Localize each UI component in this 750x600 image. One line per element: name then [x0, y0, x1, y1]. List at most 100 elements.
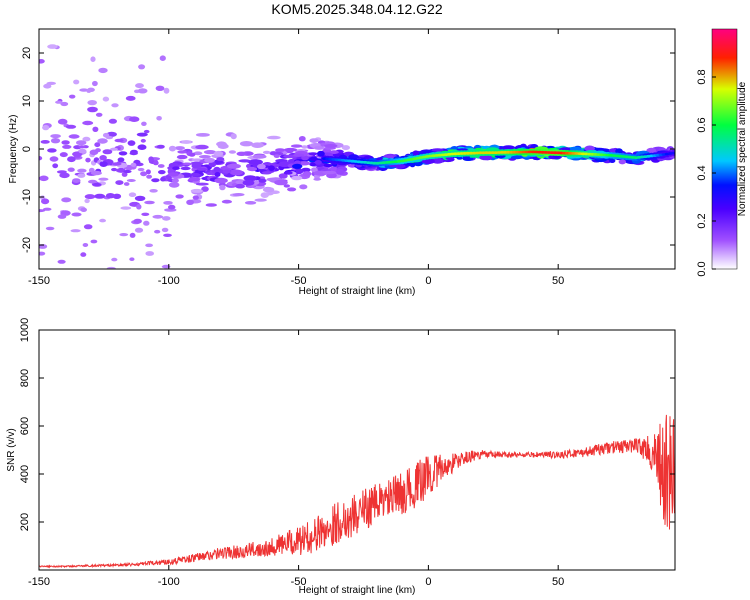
y-tick-label: -20 — [21, 237, 33, 253]
heatmap-cell — [39, 175, 49, 182]
heatmap-cell — [216, 141, 227, 147]
heatmap-cell — [94, 193, 106, 199]
spectrogram-x-axis-label: Height of straight line (km) — [299, 286, 416, 297]
heatmap-cell — [121, 172, 128, 177]
snr-frame — [38, 329, 676, 571]
heatmap-cell — [92, 126, 99, 132]
heatmap-cell — [137, 144, 147, 150]
heatmap-cell — [177, 150, 187, 154]
heatmap-cell — [618, 159, 626, 165]
y-tick-label: 20 — [21, 47, 33, 59]
heatmap-cell — [129, 151, 138, 156]
heatmap-cell — [97, 138, 108, 144]
x-tick-label: 50 — [552, 275, 564, 287]
heatmap-cell — [70, 229, 81, 233]
heatmap-cell — [176, 154, 188, 160]
heatmap-cell — [69, 94, 76, 99]
heatmap-cell — [193, 151, 203, 156]
heatmap-cell — [216, 157, 225, 162]
heatmap-cell — [68, 134, 80, 139]
heatmap-cell — [145, 169, 151, 175]
heatmap-cell — [195, 144, 209, 150]
heatmap-cell — [120, 206, 132, 210]
heatmap-cell — [186, 199, 195, 205]
heatmap-cell — [230, 170, 243, 175]
heatmap-cell — [197, 167, 208, 171]
heatmap-cell — [92, 182, 102, 187]
heatmap-cell — [431, 158, 444, 164]
heatmap-cell — [99, 161, 108, 168]
heatmap-cell — [136, 132, 148, 137]
heatmap-cell — [95, 112, 103, 117]
heatmap-cell — [129, 232, 136, 238]
heatmap-cell — [479, 155, 493, 161]
heatmap-cell — [86, 88, 92, 93]
snr-y-ticks: 200 400 600 800 1000 — [19, 318, 675, 531]
heatmap-cell — [77, 168, 87, 173]
heatmap-cell — [90, 239, 98, 244]
heatmap-cell — [49, 156, 59, 162]
heatmap-cell — [56, 170, 67, 174]
heatmap-cell — [412, 150, 419, 156]
colorbar-ticks: 0.0 0.2 0.4 0.6 0.8 — [696, 69, 716, 277]
heatmap-cell — [155, 85, 165, 92]
heatmap-cell — [163, 201, 173, 205]
heatmap-cell — [175, 194, 184, 199]
heatmap-cell — [158, 170, 166, 175]
heatmap-cell — [39, 251, 46, 256]
heatmap-cell — [230, 133, 237, 140]
heatmap-cell — [274, 179, 288, 186]
heatmap-cell — [309, 156, 318, 161]
y-tick-label: 200 — [19, 513, 31, 531]
x-tick-label: -50 — [291, 275, 307, 287]
x-tick-label: -50 — [291, 576, 307, 588]
heatmap-cell — [62, 144, 72, 149]
colorbar-tick-label: 0.8 — [696, 69, 708, 84]
heatmap-cell — [73, 79, 80, 85]
heatmap-cell — [143, 129, 150, 134]
heatmap-cell — [162, 216, 171, 221]
heatmap-cell — [92, 80, 98, 87]
heatmap-cell — [192, 195, 199, 200]
heatmap-cell — [243, 175, 257, 182]
heatmap-cell — [260, 192, 269, 199]
snr-x-axis-label: Height of straight line (km) — [299, 585, 416, 596]
heatmap-cell — [125, 95, 136, 101]
heatmap-cell — [143, 220, 150, 226]
heatmap-cell — [87, 100, 97, 106]
y-tick-label: -10 — [21, 189, 33, 205]
heatmap-cell — [262, 150, 271, 154]
heatmap-cell — [78, 145, 86, 149]
heatmap-cell — [283, 147, 298, 152]
heatmap-cell — [72, 178, 81, 184]
heatmap-cell — [106, 266, 116, 269]
heatmap-cell — [309, 138, 319, 144]
heatmap-cell — [188, 152, 196, 157]
heatmap-cell — [584, 145, 595, 152]
heatmap-cell — [57, 259, 66, 264]
heatmap-cell — [94, 142, 101, 148]
heatmap-cell — [95, 148, 101, 153]
heatmap-cell — [61, 197, 72, 203]
heatmap-cell — [140, 171, 148, 177]
heatmap-cell — [335, 169, 345, 175]
heatmap-cell — [257, 163, 266, 170]
heatmap-cell — [208, 161, 217, 168]
heatmap-cell — [409, 161, 416, 168]
heatmap-cell — [99, 218, 106, 223]
heatmap-cell — [252, 154, 267, 159]
heatmap-cell — [329, 150, 339, 155]
heatmap-cell — [82, 120, 94, 126]
heatmap-cell — [171, 178, 179, 184]
x-tick-label: -100 — [158, 275, 180, 287]
y-tick-label: 600 — [19, 417, 31, 435]
heatmap-cell — [84, 198, 90, 204]
heatmap-cell — [102, 96, 110, 102]
heatmap-cell — [232, 193, 245, 197]
heatmap-cell — [79, 88, 89, 92]
heatmap-cell — [431, 148, 444, 152]
heatmap-cell — [67, 167, 75, 172]
snr-y-axis-label: SNR (v/v) — [6, 428, 17, 471]
heatmap-cell — [161, 227, 169, 233]
heatmap-cell — [249, 159, 263, 166]
